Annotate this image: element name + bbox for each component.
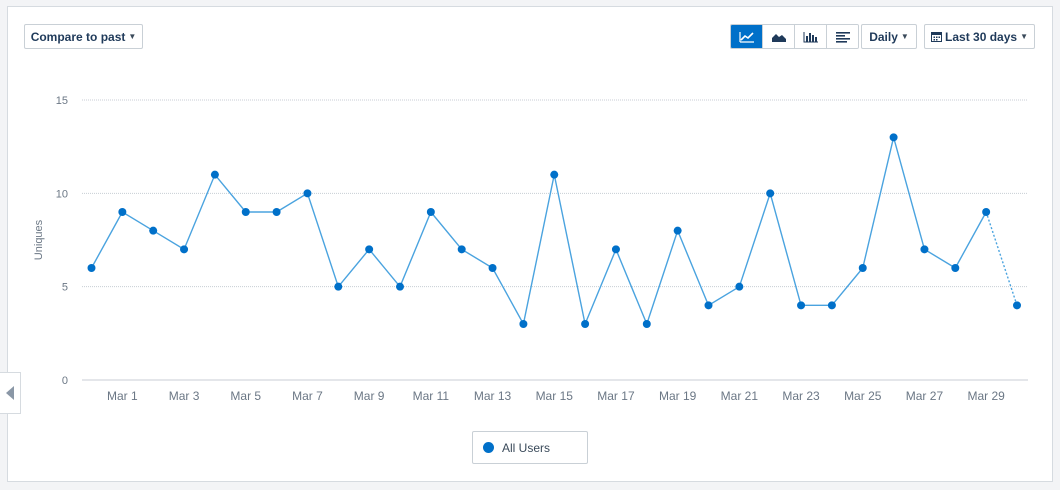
interval-dropdown[interactable]: Daily ▼: [861, 24, 917, 49]
data-point: [426, 208, 435, 216]
x-tick-label: Mar 11: [413, 389, 450, 403]
series-line: [90, 137, 987, 327]
date-range-dropdown[interactable]: Last 30 days ▼: [924, 24, 1035, 49]
x-tick-label: Mar 1: [107, 389, 138, 403]
data-point: [241, 208, 250, 216]
data-point: [920, 245, 929, 254]
chevron-down-icon: ▼: [128, 32, 137, 41]
data-point: [488, 264, 497, 272]
area-chart-icon: [771, 33, 786, 42]
area-chart-view-button[interactable]: [763, 25, 795, 48]
y-tick-label: 0: [62, 375, 68, 387]
x-tick-label: Mar 29: [967, 389, 1005, 403]
chevron-down-icon: ▼: [900, 32, 909, 41]
data-point: [827, 301, 836, 310]
compare-to-past-button[interactable]: Compare to past ▼: [24, 24, 143, 49]
x-tick-label: Mar 13: [474, 389, 512, 403]
data-point: [180, 245, 189, 254]
data-point: [1013, 301, 1021, 310]
data-point: [673, 226, 682, 235]
x-tick-label: Mar 19: [659, 389, 697, 403]
data-point: [581, 320, 590, 328]
line-chart-view-button[interactable]: [731, 25, 763, 48]
data-point: [735, 282, 744, 291]
line-chart-icon: [738, 31, 754, 43]
bar-chart-view-button[interactable]: [795, 25, 827, 48]
sidebar-toggle-button[interactable]: [0, 372, 21, 414]
data-point: [550, 170, 559, 179]
data-point: [704, 301, 713, 310]
series-line-incomplete: [985, 211, 1018, 306]
data-point: [611, 245, 620, 254]
data-point: [951, 264, 960, 272]
data-point: [519, 320, 528, 328]
data-point: [642, 320, 651, 328]
chart-view-switcher: [730, 24, 859, 49]
chart-panel: Compare to past ▼: [7, 6, 1053, 482]
date-range-label: Last 30 days: [945, 29, 1018, 44]
data-point: [457, 245, 466, 254]
data-point: [272, 208, 281, 216]
chevron-down-icon: ▼: [1020, 32, 1028, 41]
legend-item-all-users[interactable]: All Users: [472, 431, 588, 464]
x-tick-label: Mar 23: [782, 389, 820, 403]
y-tick-label: 10: [56, 188, 68, 200]
data-point: [889, 133, 898, 142]
interval-label: Daily: [869, 29, 898, 44]
line-chart: 0 5 10 15 Uniques Mar 1 Mar 3 Mar 5 Mar 7 Mar 9 Ma…: [33, 95, 1028, 403]
x-tick-label: Mar 17: [597, 389, 635, 403]
data-point: [118, 208, 127, 216]
y-tick-label: 15: [56, 95, 68, 107]
y-axis-label: Uniques: [33, 219, 45, 260]
legend-swatch: [483, 442, 494, 453]
x-tick-label: Mar 7: [292, 389, 323, 403]
x-tick-label: Mar 3: [169, 389, 200, 403]
x-tick-label: Mar 27: [906, 389, 944, 403]
data-point: [87, 264, 96, 272]
data-point: [365, 245, 374, 254]
data-point: [797, 301, 806, 310]
data-point: [210, 170, 219, 179]
data-point: [858, 264, 867, 272]
data-point: [334, 282, 343, 291]
x-tick-label: Mar 5: [230, 389, 261, 403]
data-point: [149, 226, 158, 235]
y-tick-label: 5: [62, 282, 68, 294]
x-tick-label: Mar 9: [354, 389, 385, 403]
legend-label: All Users: [502, 440, 551, 455]
bar-chart-icon: [803, 31, 818, 42]
data-point: [982, 208, 991, 216]
table-view-icon: [835, 31, 850, 43]
data-point: [766, 189, 775, 198]
chevron-left-icon: [6, 386, 14, 400]
x-tick-label: Mar 25: [844, 389, 882, 403]
compare-to-past-label: Compare to past: [30, 29, 126, 44]
calendar-icon: [931, 32, 943, 42]
data-point: [396, 282, 404, 291]
x-tick-label: Mar 21: [721, 389, 759, 403]
table-view-button[interactable]: [827, 25, 858, 48]
x-tick-label: Mar 15: [536, 389, 574, 403]
data-point: [303, 189, 312, 198]
